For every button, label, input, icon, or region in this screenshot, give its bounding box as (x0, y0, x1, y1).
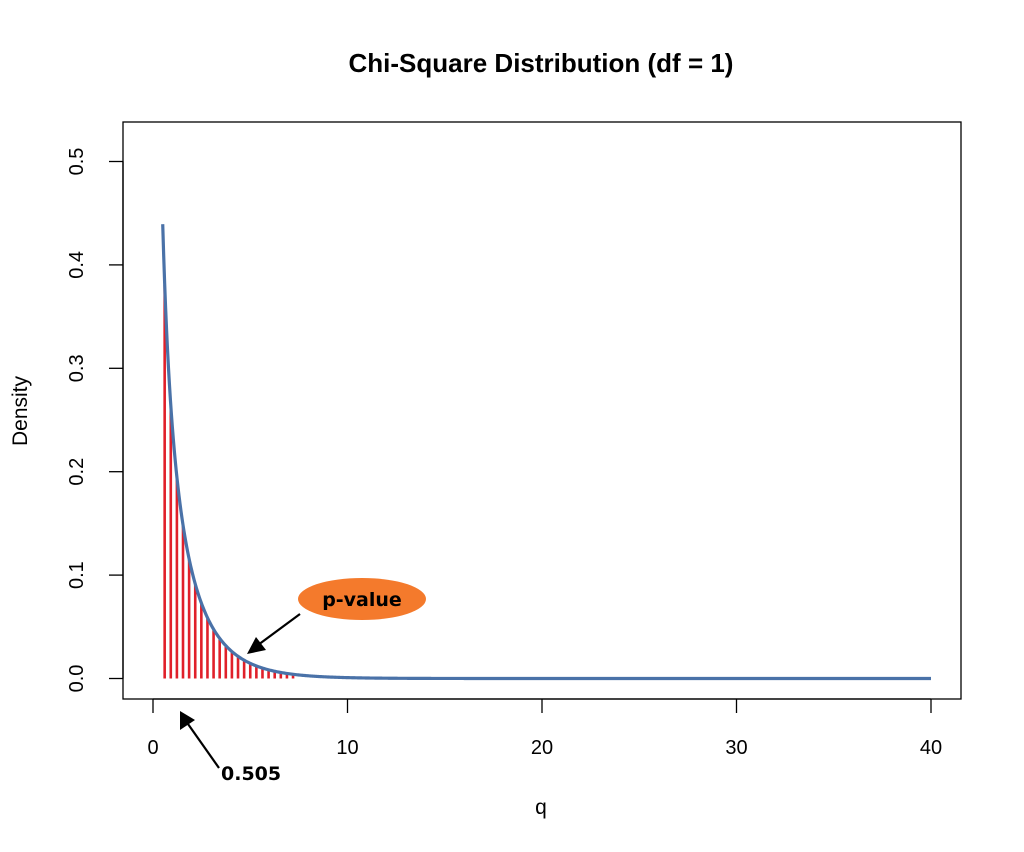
plot-frame (122, 121, 962, 700)
critical-value-arrow-shaft (187, 723, 220, 769)
x-axis-label: q (535, 796, 547, 819)
critical-value-label: 0.505 (221, 763, 281, 785)
x-tick-label: 10 (336, 737, 358, 759)
x-tick-label: 20 (531, 737, 553, 759)
y-tick-label: 0.0 (66, 665, 88, 693)
y-tick-label: 0.3 (66, 354, 88, 382)
y-tick-label: 0.4 (66, 251, 88, 279)
y-axis: 0.0 0.1 0.2 0.3 0.4 0.5 (66, 148, 124, 693)
x-axis: 0 10 20 30 40 (147, 698, 942, 759)
p-value-arrowhead (247, 637, 266, 654)
shaded-area (163, 284, 295, 679)
y-tick-label: 0.5 (66, 148, 88, 176)
x-tick-label: 30 (725, 737, 747, 759)
x-tick-label: 40 (920, 737, 942, 759)
y-axis-label: Density (9, 375, 32, 446)
p-value-label: p-value (322, 589, 402, 611)
chart-title: Chi-Square Distribution (df = 1) (349, 48, 734, 78)
y-tick-label: 0.2 (66, 458, 88, 486)
critical-value-arrowhead (180, 711, 195, 730)
x-tick-label: 0 (147, 737, 158, 759)
y-tick-label: 0.1 (66, 561, 88, 589)
p-value-arrow-shaft (257, 613, 301, 646)
p-value-badge (298, 578, 426, 620)
density-curve (161, 224, 932, 681)
